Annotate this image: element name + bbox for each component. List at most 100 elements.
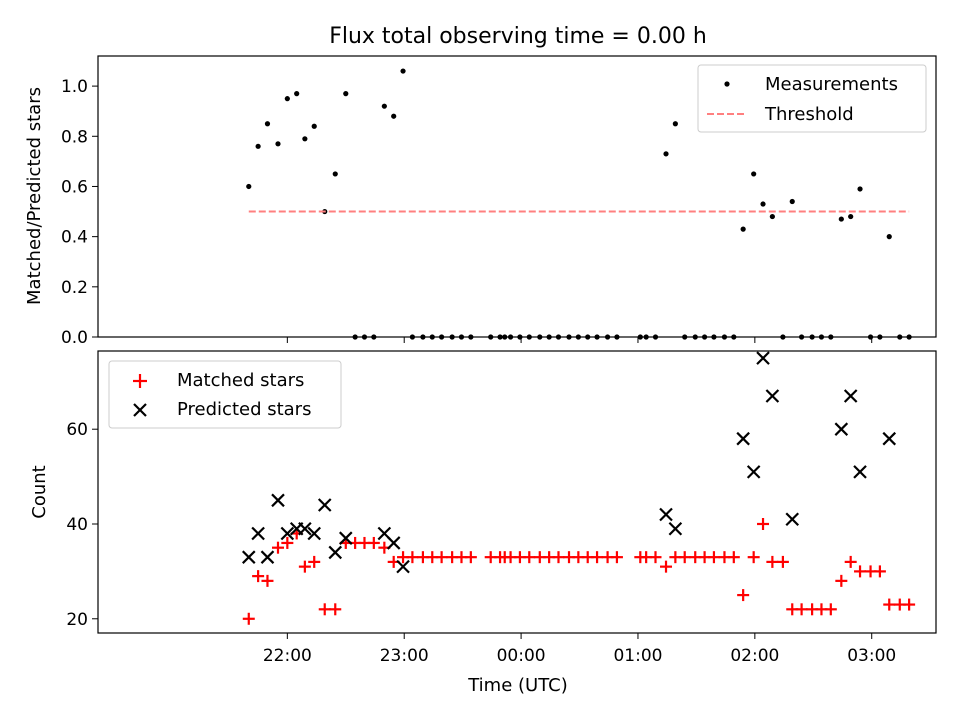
predicted-stars-point: [765, 389, 780, 403]
xtick-label: 03:00: [847, 646, 896, 666]
legend-predicted-marker: [133, 403, 147, 417]
matched-stars-point: [883, 598, 896, 611]
predicted-stars-point: [853, 465, 867, 479]
top-plot-frame: [97, 55, 937, 338]
predicted-stars-point: [756, 351, 770, 365]
matched-stars-point: [610, 551, 623, 564]
matched-stars-point: [660, 560, 673, 573]
measurements-point: [255, 143, 261, 149]
measurements-point: [769, 213, 775, 220]
matched-stars-point: [737, 589, 750, 602]
measurements-point: [838, 216, 844, 222]
matched-stars-point: [757, 517, 770, 530]
legend-predicted-label: Predicted stars: [177, 399, 311, 420]
bottom-ytick-label: 20: [66, 610, 88, 630]
predicted-stars-point: [251, 526, 265, 541]
legend-threshold-label: Threshold: [764, 104, 854, 125]
xtick-label: 23:00: [380, 646, 429, 666]
predicted-stars-point: [260, 550, 275, 564]
matched-stars-point: [271, 541, 284, 554]
predicted-stars-point: [328, 545, 343, 560]
measurements-point: [294, 91, 300, 97]
bottom-plot-frame: [97, 350, 937, 634]
bottom-y-axis-label: Count: [29, 465, 50, 518]
measurements-point: [311, 123, 317, 129]
measurements-point: [284, 96, 290, 102]
measurements-point: [672, 121, 678, 127]
bottom-legend: Matched stars Predicted stars: [108, 360, 342, 429]
predicted-stars-point: [386, 536, 401, 550]
matched-stars-point: [776, 555, 789, 568]
legend-measurements-marker: [724, 81, 730, 87]
matched-stars-point: [873, 565, 886, 578]
predicted-stars-point: [298, 521, 312, 536]
top-legend: Measurements Threshold: [697, 64, 927, 133]
matched-stars-point: [854, 565, 867, 578]
measurements-point: [751, 171, 757, 177]
matched-stars-point: [835, 574, 848, 587]
top-ytick-label: 0.0: [61, 328, 88, 348]
measurements-point: [302, 136, 308, 142]
predicted-stars-point: [338, 531, 353, 545]
predicted-stars-point: [843, 389, 858, 403]
predicted-stars-point: [659, 507, 673, 522]
matched-stars-point: [649, 551, 662, 564]
matched-stars-point: [707, 551, 720, 564]
matched-stars-point: [844, 555, 857, 568]
predicted-stars-point: [785, 512, 800, 527]
matched-stars-point: [824, 603, 837, 616]
predicted-stars-point: [396, 559, 410, 574]
measurements-point: [391, 113, 397, 119]
predicted-stars-point: [882, 431, 897, 446]
legend-matched-label: Matched stars: [177, 370, 304, 391]
matched-stars-point: [903, 598, 916, 611]
top-plot: 0.0 0.2 0.4 0.6 0.8 1.0 Matched/Predicted sta…: [24, 55, 937, 348]
matched-stars-point: [795, 603, 808, 616]
legend-matched-marker: [133, 374, 147, 388]
x-axis-label: Time (UTC): [467, 675, 568, 696]
matched-stars-point: [298, 560, 311, 573]
matched-stars-point: [329, 603, 342, 616]
measurements-point: [264, 121, 271, 127]
measurements-point: [343, 91, 349, 97]
xtick-label: 02:00: [730, 646, 779, 666]
matched-stars-point: [435, 551, 448, 564]
matched-stars-point: [308, 555, 321, 568]
matched-stars-point: [318, 603, 331, 616]
measurements-point: [760, 201, 766, 207]
matched-stars-point: [552, 551, 565, 564]
xtick-label: 00:00: [497, 646, 546, 666]
bottom-ytick-label: 40: [66, 515, 88, 535]
matched-stars-point: [766, 555, 779, 568]
matched-stars-point: [252, 570, 265, 583]
top-ytick-label: 0.4: [61, 228, 88, 248]
matched-stars-point: [727, 551, 740, 564]
predicted-stars-point: [271, 493, 285, 508]
matched-stars-point: [591, 551, 604, 564]
measurements-point: [275, 141, 281, 147]
measurements-point: [663, 151, 669, 157]
figure-title: Flux total observing time = 0.00 h: [329, 24, 707, 49]
measurements-point: [789, 198, 795, 205]
measurements-point: [740, 226, 746, 232]
matched-stars-point: [523, 551, 536, 564]
matched-stars-point: [747, 551, 760, 564]
matched-stars-point: [367, 536, 380, 549]
measurements-point: [848, 213, 854, 220]
measurements-point: [246, 183, 252, 190]
xtick-label: 01:00: [613, 646, 662, 666]
predicted-stars-point: [317, 498, 332, 512]
matched-stars-point: [281, 536, 294, 549]
matched-stars-point: [242, 612, 255, 625]
predicted-stars-point: [280, 526, 295, 541]
measurements-point: [400, 68, 406, 74]
matched-stars-point: [464, 551, 477, 564]
measurements-point: [332, 171, 338, 177]
top-y-axis-label: Matched/Predicted stars: [24, 87, 45, 305]
matched-stars-point: [406, 551, 419, 564]
bottom-ytick-label: 60: [66, 420, 88, 440]
top-ytick-label: 1.0: [61, 77, 88, 97]
matched-stars-point: [678, 551, 691, 564]
xtick-label: 22:00: [263, 646, 312, 666]
